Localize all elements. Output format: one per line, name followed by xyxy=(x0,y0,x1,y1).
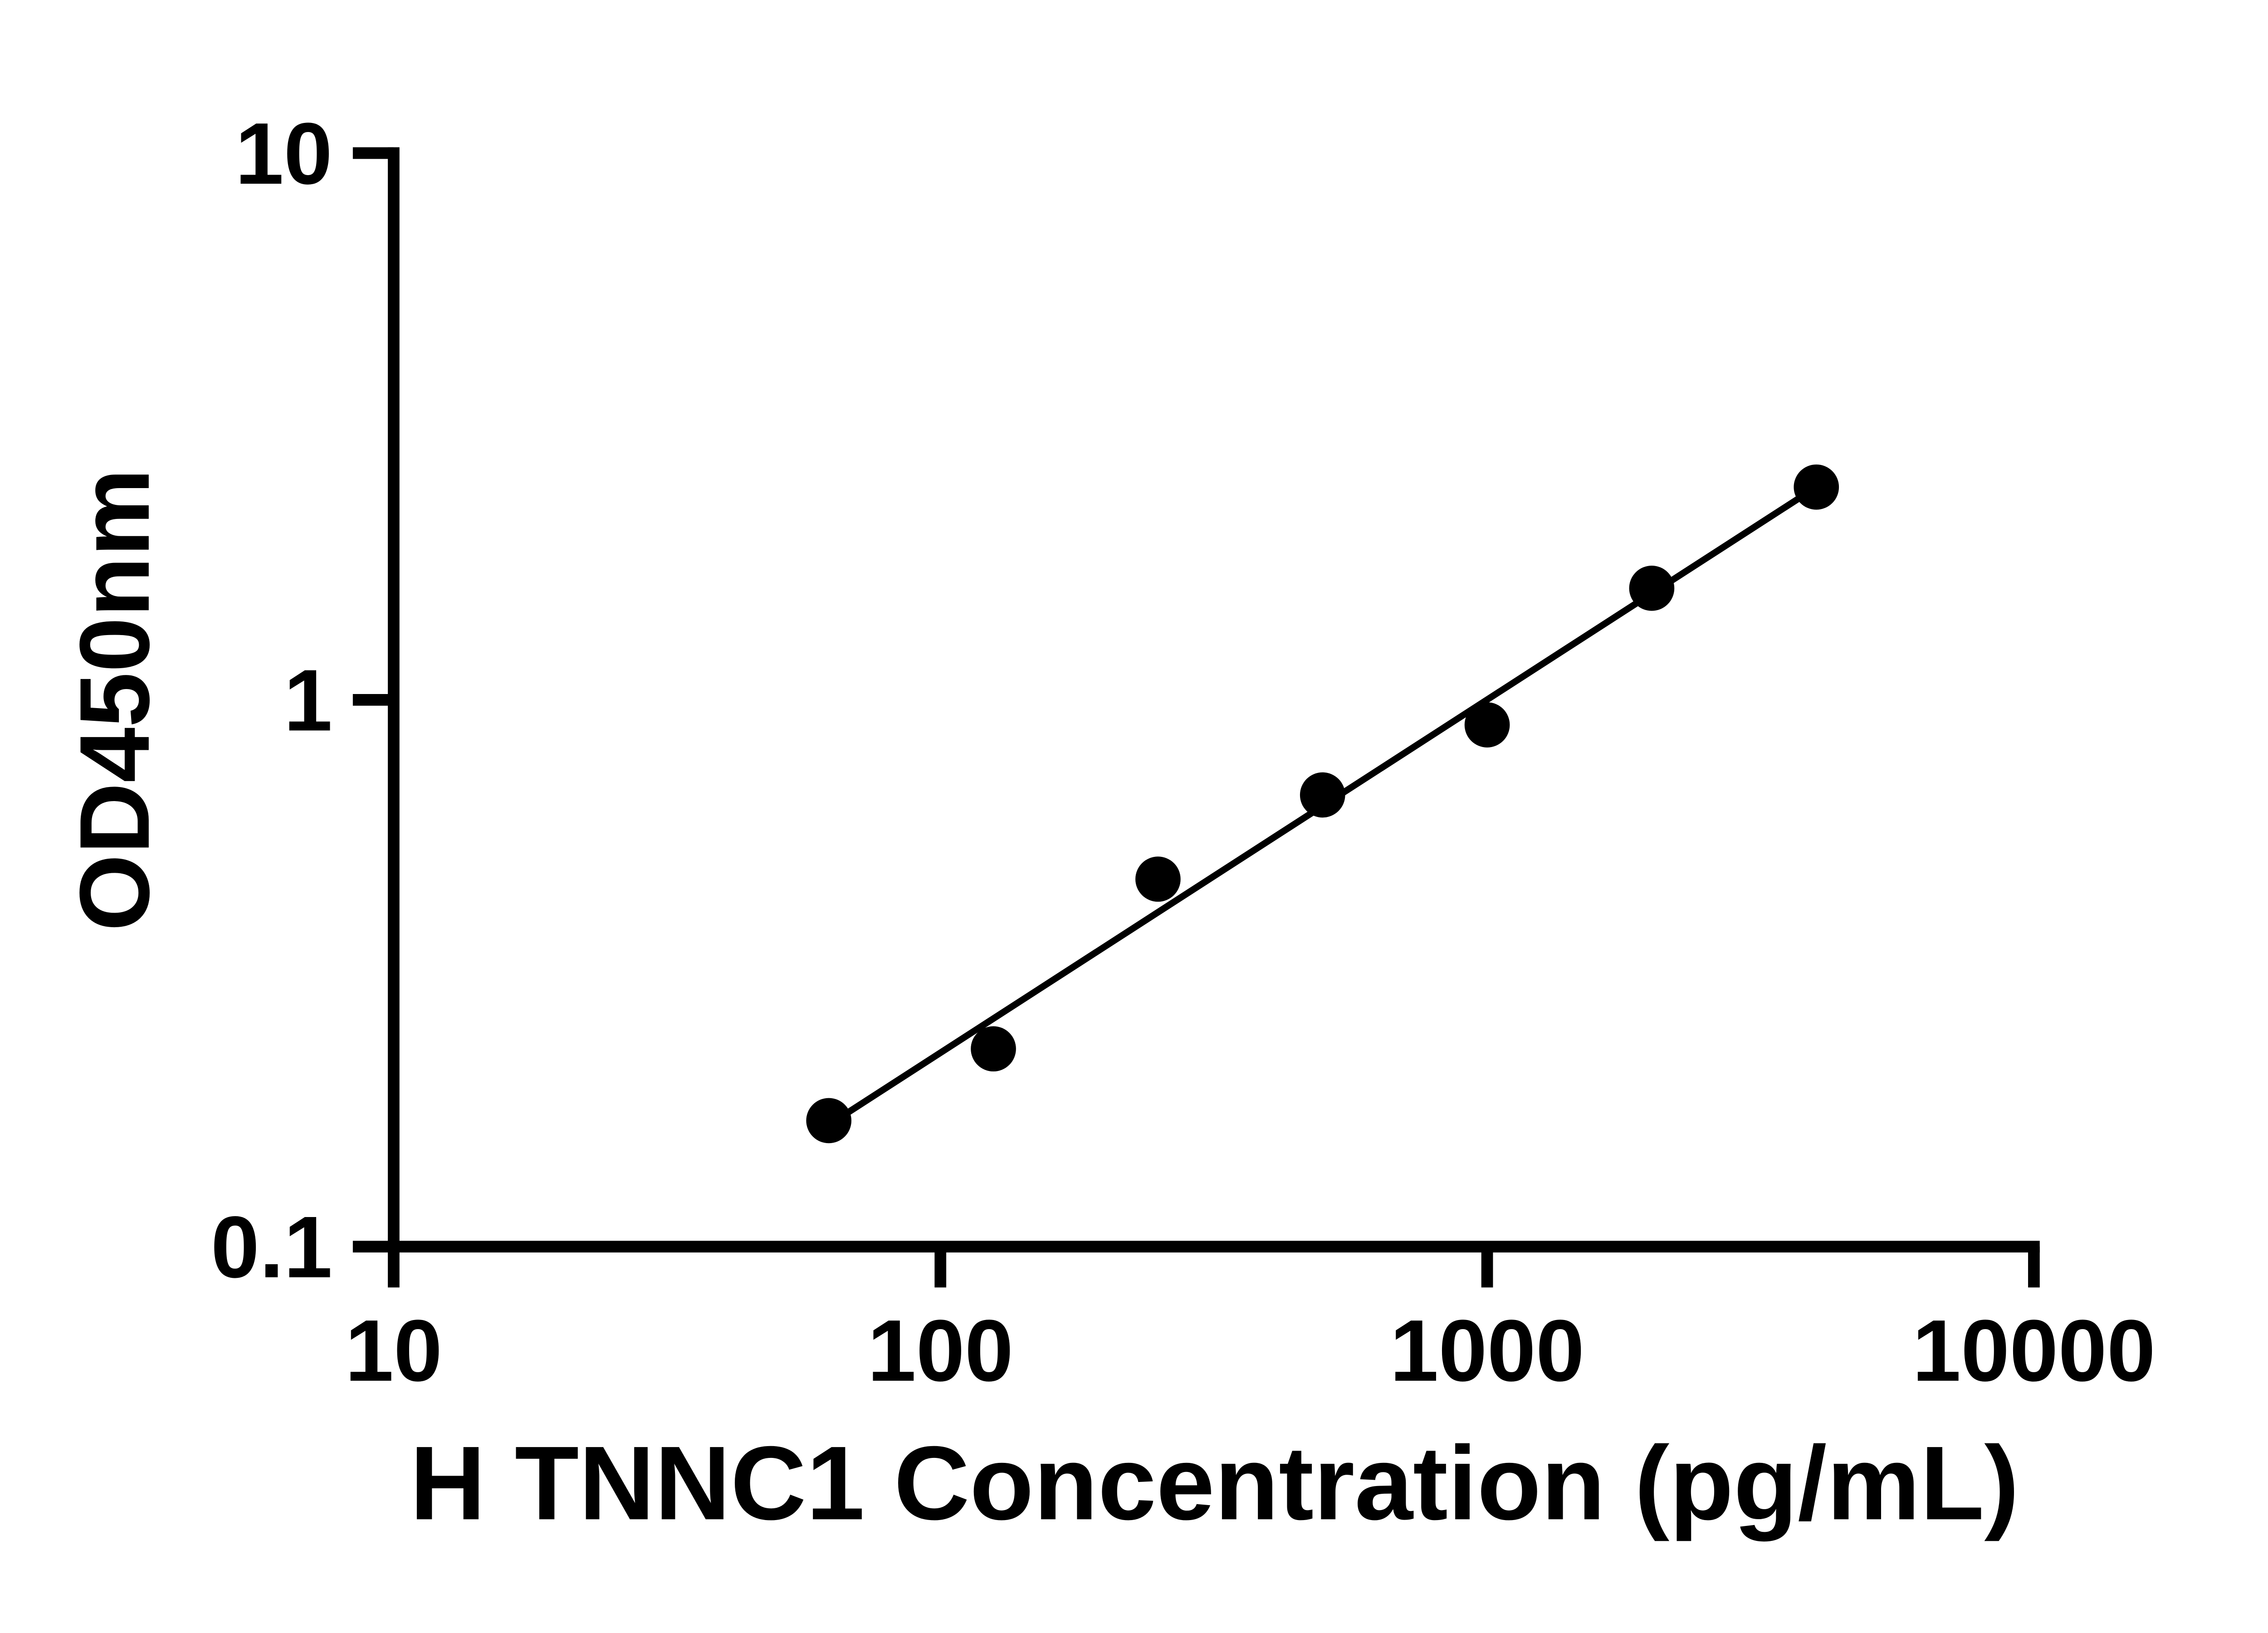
data-point xyxy=(1629,565,1675,611)
y-tick-label: 10 xyxy=(235,104,332,202)
y-tick-label: 0.1 xyxy=(211,1198,332,1296)
x-tick-label: 1000 xyxy=(1390,1301,1584,1399)
x-tick-label: 10000 xyxy=(1912,1301,2156,1399)
x-tick-label: 10 xyxy=(345,1301,443,1399)
data-point xyxy=(1135,856,1181,902)
y-tick-label: 1 xyxy=(284,651,332,749)
data-point xyxy=(971,1026,1016,1072)
x-axis-title: H TNNC1 Concentration (pg/mL) xyxy=(410,1425,2019,1542)
plot-area: 10 100 1000 10000 0.1 1 10 xyxy=(211,104,2156,1399)
data-point xyxy=(1794,464,1839,510)
data-point xyxy=(806,1098,851,1144)
data-point xyxy=(1300,772,1345,818)
x-tick-label: 100 xyxy=(867,1301,1013,1399)
y-axis-title: OD450nm xyxy=(59,469,170,931)
data-point xyxy=(1464,702,1510,748)
